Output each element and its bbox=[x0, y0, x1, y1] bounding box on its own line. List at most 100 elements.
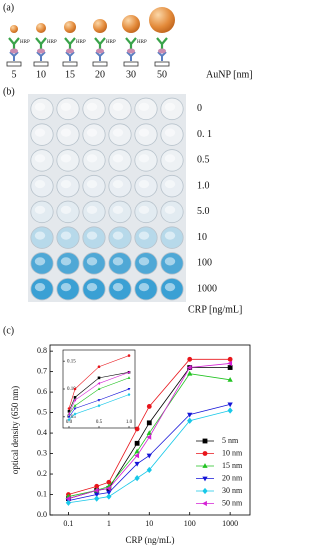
size-label: 5 bbox=[12, 69, 17, 80]
well-highlight bbox=[164, 283, 176, 292]
well-highlight bbox=[60, 205, 72, 214]
marker bbox=[97, 376, 101, 380]
substrate bbox=[123, 61, 139, 67]
legend-label: 5 nm bbox=[222, 436, 239, 445]
marker bbox=[134, 440, 140, 446]
well-highlight bbox=[60, 231, 72, 240]
conc-label: 5.0 bbox=[197, 206, 210, 217]
marker bbox=[127, 376, 131, 379]
marker bbox=[73, 412, 77, 416]
marker bbox=[202, 463, 208, 468]
antigen-body bbox=[37, 48, 45, 54]
marker bbox=[146, 404, 152, 409]
inset-line bbox=[68, 394, 130, 420]
marker bbox=[73, 404, 77, 407]
antibody bbox=[64, 37, 76, 50]
well-highlight bbox=[138, 102, 150, 111]
panel-label: (a) bbox=[3, 2, 14, 13]
marker bbox=[187, 356, 193, 362]
antigen bbox=[157, 51, 167, 61]
marker bbox=[94, 492, 100, 498]
well-highlight bbox=[138, 128, 150, 137]
marker bbox=[186, 364, 192, 371]
well-highlight bbox=[86, 231, 98, 240]
marker bbox=[187, 412, 193, 418]
well-highlight bbox=[112, 283, 124, 292]
antigen bbox=[65, 51, 75, 61]
marker bbox=[146, 430, 152, 435]
size-label: 15 bbox=[65, 69, 75, 80]
legend-label: 30 nm bbox=[222, 486, 243, 495]
panel-label: (b) bbox=[3, 86, 15, 97]
marker bbox=[97, 404, 101, 408]
antibody bbox=[35, 37, 47, 50]
x-tick-label: 100 bbox=[184, 519, 196, 528]
marker bbox=[227, 365, 233, 370]
marker bbox=[134, 448, 140, 454]
y-axis-label: optical density (650 nm) bbox=[10, 386, 20, 474]
x-tick-label: 1 bbox=[107, 519, 111, 528]
marker bbox=[127, 354, 131, 357]
marker bbox=[127, 392, 131, 397]
marker bbox=[134, 452, 140, 459]
well-highlight bbox=[138, 154, 150, 163]
marker bbox=[105, 485, 111, 492]
marker bbox=[202, 451, 208, 456]
antigen-body bbox=[96, 48, 104, 54]
marker bbox=[127, 387, 131, 391]
well-highlight bbox=[164, 180, 176, 189]
size-label: 10 bbox=[36, 69, 46, 80]
well-highlight bbox=[86, 154, 98, 163]
well-highlight bbox=[34, 154, 46, 163]
antibody bbox=[125, 37, 137, 50]
marker bbox=[106, 490, 112, 496]
conc-label: 10 bbox=[197, 232, 207, 243]
well-highlight bbox=[164, 128, 176, 137]
marker bbox=[146, 466, 152, 474]
inset-line bbox=[68, 377, 130, 415]
size-unit: AuNP [nm] bbox=[206, 69, 253, 80]
y-tick-label: 0.3 bbox=[37, 448, 47, 457]
marker bbox=[65, 495, 71, 502]
au-nanoparticle bbox=[36, 23, 46, 33]
well-highlight bbox=[34, 283, 46, 292]
antigen bbox=[95, 51, 105, 61]
marker bbox=[134, 426, 140, 432]
antigen-body bbox=[158, 48, 166, 54]
y-tick-label: 0.7 bbox=[37, 366, 47, 375]
marker bbox=[97, 381, 101, 385]
marker bbox=[73, 387, 77, 391]
marker bbox=[146, 420, 152, 426]
marker bbox=[67, 409, 71, 413]
hrp-label: HRP bbox=[20, 40, 30, 45]
well-highlight bbox=[112, 102, 124, 111]
well-highlight bbox=[138, 180, 150, 189]
well-highlight bbox=[164, 205, 176, 214]
substrate bbox=[33, 61, 49, 67]
well-highlight bbox=[86, 128, 98, 137]
marker bbox=[146, 434, 152, 440]
legend-label: 20 nm bbox=[222, 473, 243, 482]
y-tick-label: 0.1 bbox=[37, 489, 47, 498]
y-tick-label: 0.2 bbox=[37, 469, 47, 478]
marker bbox=[67, 415, 71, 419]
marker bbox=[202, 500, 207, 507]
x-axis-label: CRP (ng/mL) bbox=[126, 535, 175, 545]
well-highlight bbox=[34, 257, 46, 266]
marker bbox=[97, 387, 101, 391]
size-label: 30 bbox=[126, 69, 136, 80]
marker bbox=[106, 479, 112, 485]
substrate bbox=[154, 61, 170, 67]
y-tick-label: 0.8 bbox=[37, 346, 47, 355]
marker bbox=[134, 475, 140, 482]
substrate bbox=[62, 61, 78, 67]
au-nanoparticle bbox=[149, 7, 175, 33]
au-nanoparticle bbox=[10, 25, 18, 33]
marker bbox=[106, 493, 112, 500]
au-nanoparticle bbox=[93, 19, 107, 33]
marker bbox=[227, 407, 233, 414]
well-highlight bbox=[112, 231, 124, 240]
well-highlight bbox=[112, 205, 124, 214]
plot-frame bbox=[49, 344, 251, 516]
inset-x-tick-label: 0.0 bbox=[66, 420, 73, 425]
